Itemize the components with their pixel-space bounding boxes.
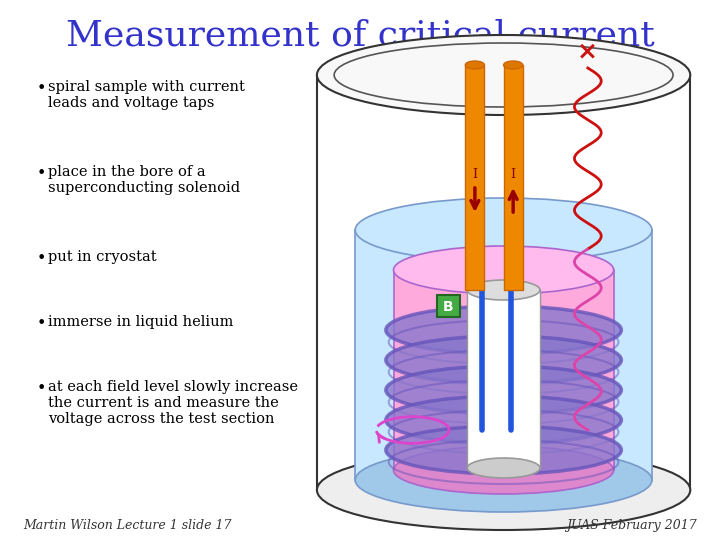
Ellipse shape [355,198,652,262]
Bar [465,65,485,290]
Bar [394,270,613,470]
FancyBboxPatch shape [436,295,459,317]
Bar [503,65,523,290]
Text: •: • [37,380,46,397]
Text: place in the bore of a
superconducting solenoid: place in the bore of a superconducting s… [48,165,240,195]
Text: Measurement of critical current: Measurement of critical current [66,18,654,52]
Ellipse shape [465,61,485,69]
Ellipse shape [503,61,523,69]
Ellipse shape [394,246,613,294]
Text: I: I [472,168,477,181]
Ellipse shape [317,450,690,530]
Ellipse shape [317,35,690,115]
Text: Martin Wilson Lecture 1 slide 17: Martin Wilson Lecture 1 slide 17 [23,519,232,532]
Text: B: B [443,300,454,314]
Ellipse shape [386,366,621,414]
Text: ×: × [577,39,598,63]
Ellipse shape [386,396,621,444]
Ellipse shape [386,306,621,354]
Text: at each field level slowly increase
the current is and measure the
voltage acros: at each field level slowly increase the … [48,380,298,427]
Text: put in cryostat: put in cryostat [48,250,156,264]
Ellipse shape [467,458,540,478]
Bar [317,75,690,490]
Text: I: I [510,168,516,181]
Text: •: • [37,250,46,267]
Ellipse shape [386,336,621,384]
Ellipse shape [467,280,540,300]
Text: spiral sample with current
leads and voltage taps: spiral sample with current leads and vol… [48,80,245,110]
Text: JUAS February 2017: JUAS February 2017 [566,519,697,532]
Bar [467,290,540,468]
Text: •: • [37,315,46,332]
Text: immerse in liquid helium: immerse in liquid helium [48,315,233,329]
Text: •: • [37,165,46,182]
Bar [355,230,652,480]
Ellipse shape [386,426,621,474]
Ellipse shape [355,448,652,512]
Text: •: • [37,80,46,97]
Ellipse shape [394,446,613,494]
